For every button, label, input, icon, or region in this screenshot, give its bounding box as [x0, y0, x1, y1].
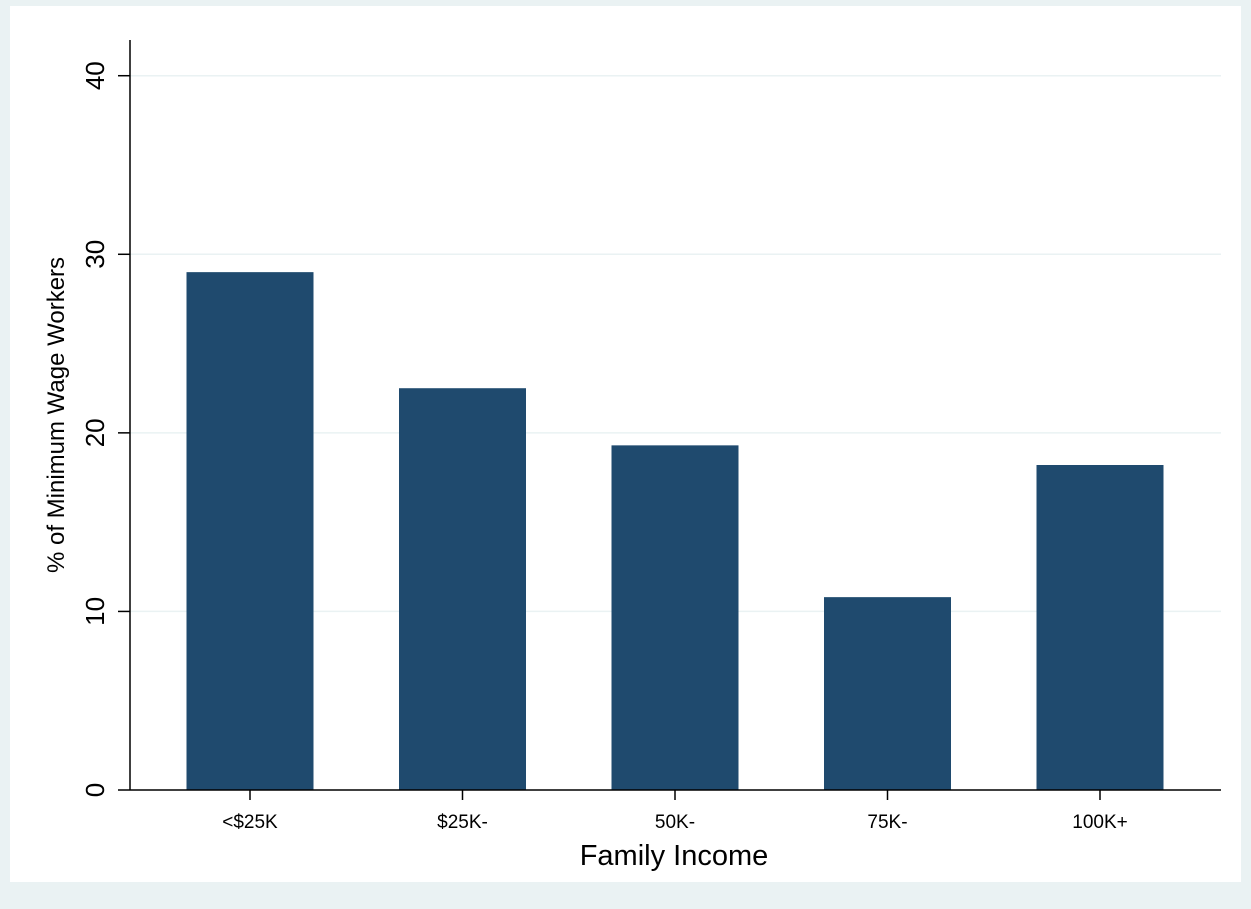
- bars: [186, 272, 1164, 791]
- bar: [186, 272, 314, 791]
- bar: [399, 388, 526, 790]
- x-tick-label: <$25K: [222, 812, 278, 833]
- y-tick-label: 20: [80, 418, 110, 447]
- x-tick-label: $25K-: [437, 812, 488, 833]
- y-tick-label: 40: [80, 61, 110, 90]
- y-tick-label: 30: [80, 240, 110, 269]
- bar: [824, 597, 951, 790]
- x-axis-ticks: <$25K $25K- 50K- 75K- 100K+: [222, 790, 1128, 833]
- y-tick-label: 10: [80, 597, 110, 626]
- x-tick-label: 75K-: [867, 812, 907, 833]
- x-axis-title: Family Income: [580, 840, 769, 872]
- bar: [1036, 465, 1164, 790]
- bar: [611, 445, 739, 790]
- x-tick-label: 50K-: [655, 812, 695, 833]
- y-axis-ticks: 0 10 20 30 40: [80, 61, 130, 797]
- y-tick-label: 0: [80, 783, 110, 797]
- x-tick-label: 100K+: [1072, 812, 1127, 833]
- y-axis-title: % of Minimum Wage Workers: [43, 257, 70, 573]
